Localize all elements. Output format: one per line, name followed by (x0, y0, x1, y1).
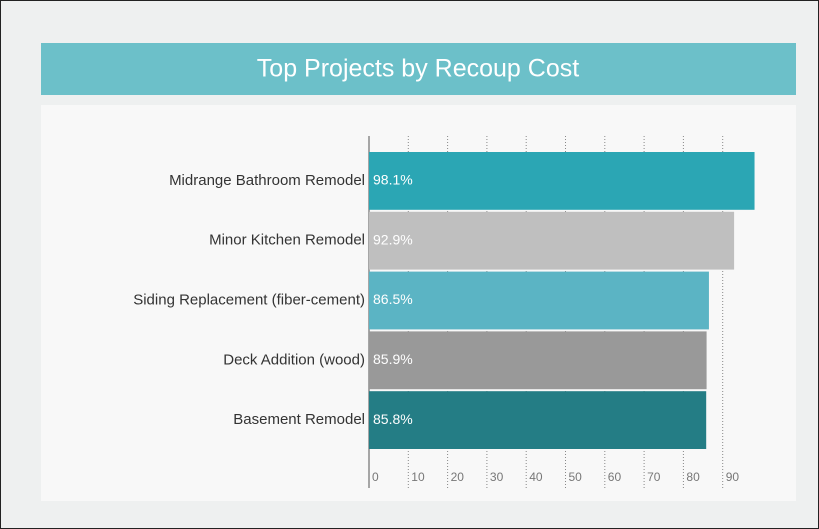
bar (369, 331, 707, 390)
x-tick-label: 90 (726, 470, 740, 484)
y-tick-label: Deck Addition (wood) (223, 351, 365, 368)
y-tick-label: Minor Kitchen Remodel (209, 232, 365, 249)
x-tick-label: 40 (529, 470, 543, 484)
bar (369, 211, 735, 270)
y-tick-label: Basement Remodel (233, 411, 365, 428)
bar (369, 391, 707, 449)
x-tick-label: 80 (686, 470, 700, 484)
x-tick-label: 20 (451, 470, 465, 484)
value-label: 92.9% (373, 231, 413, 247)
value-label: 85.9% (373, 351, 413, 367)
x-tick-label: 10 (411, 470, 425, 484)
y-tick-label: Siding Replacement (fiber-cement) (133, 291, 365, 308)
value-label: 98.1% (373, 172, 413, 188)
bar (369, 152, 755, 210)
x-tick-label: 50 (569, 470, 583, 484)
value-label: 86.5% (373, 291, 413, 307)
x-tick-label: 0 (372, 470, 379, 484)
y-tick-label: Midrange Bathroom Remodel (169, 172, 365, 189)
x-tick-label: 30 (490, 470, 504, 484)
value-label: 85.8% (373, 411, 413, 427)
x-tick-label: 60 (608, 470, 622, 484)
title-bar (41, 43, 796, 95)
bar (369, 271, 709, 330)
chart-title: Top Projects by Recoup Cost (257, 55, 579, 83)
x-tick-label: 70 (647, 470, 661, 484)
